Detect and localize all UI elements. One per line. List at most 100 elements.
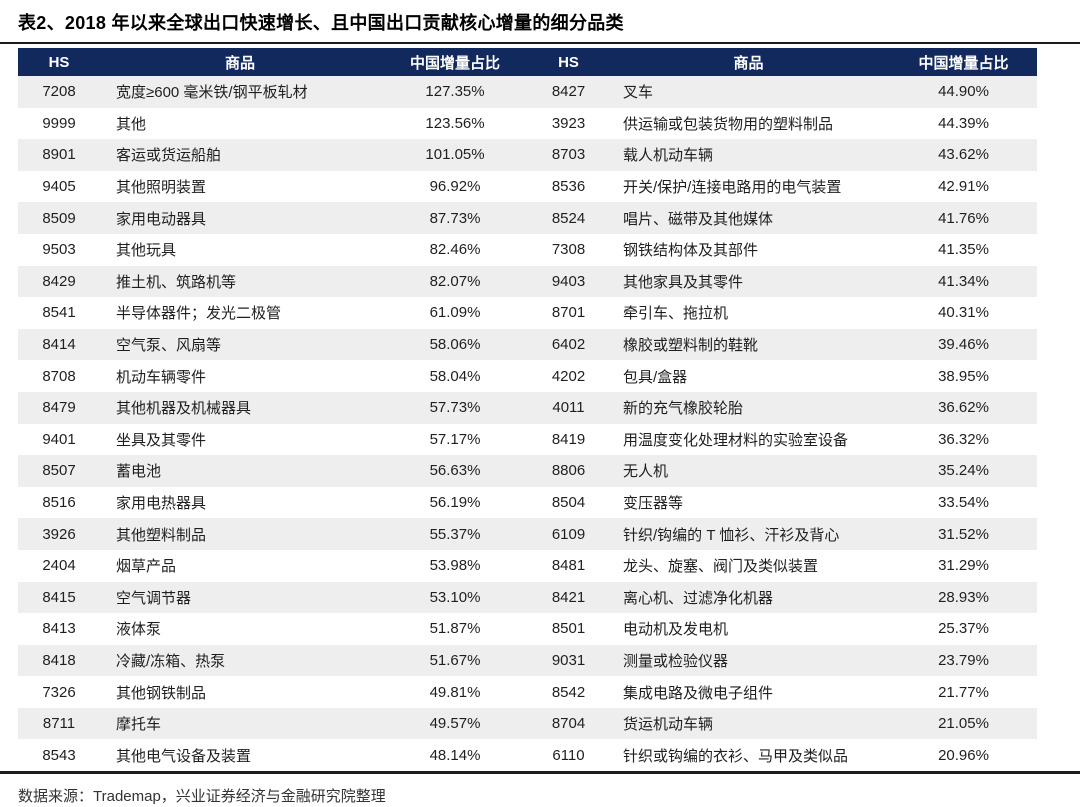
product-name-cell: 机动车辆零件 bbox=[116, 368, 207, 386]
hs-code-cell: 8421 bbox=[551, 588, 586, 606]
table-row: 8421 离心机、过滤净化机器 28.93% bbox=[530, 581, 1037, 614]
table-row: 8704 货运机动车辆 21.05% bbox=[530, 707, 1037, 740]
product-name-cell: 供运输或包装货物用的塑料制品 bbox=[623, 115, 834, 133]
china-share-cell: 57.73% bbox=[429, 399, 481, 417]
china-share-cell: 56.63% bbox=[429, 462, 481, 480]
product-name-cell: 包具/盒器 bbox=[623, 368, 688, 386]
china-share-cell: 20.96% bbox=[938, 746, 989, 764]
table-row: 8703 载人机动车辆 43.62% bbox=[530, 139, 1037, 171]
hs-code-cell: 9031 bbox=[551, 651, 586, 669]
china-share-cell: 56.19% bbox=[429, 494, 481, 512]
column-header-hs: HS bbox=[530, 48, 607, 76]
product-name-cell: 蓄电池 bbox=[116, 463, 162, 481]
table-row: 8901 客运或货运船舶 101.05% bbox=[18, 139, 530, 171]
product-name-cell: 针织/钩编的 T 恤衫、汗衫及背心 bbox=[623, 526, 840, 544]
table-row: 4011 新的充气橡胶轮胎 36.62% bbox=[530, 391, 1037, 424]
hs-code-cell: 8415 bbox=[42, 588, 76, 606]
product-name-cell: 推土机、筑路机等 bbox=[116, 273, 237, 291]
hs-code-cell: 7326 bbox=[42, 683, 76, 701]
china-share-cell: 57.17% bbox=[429, 430, 481, 448]
hs-code-cell: 2404 bbox=[42, 557, 76, 575]
china-share-cell: 101.05% bbox=[425, 146, 485, 164]
china-share-cell: 35.24% bbox=[938, 462, 989, 480]
china-share-cell: 58.06% bbox=[429, 336, 481, 354]
china-share-cell: 42.91% bbox=[938, 178, 989, 196]
table-row: 8414 空气泵、风扇等 58.06% bbox=[18, 328, 530, 361]
table-row: 8509 家用电动器具 87.73% bbox=[18, 202, 530, 234]
export-share-table: HS 商品 中国增量占比 7208 宽度≥600 毫米铁/钢平板轧材 127.3… bbox=[18, 48, 1037, 771]
china-share-cell: 123.56% bbox=[425, 114, 485, 132]
table-row: 8711 摩托车 49.57% bbox=[18, 707, 530, 740]
product-name-cell: 集成电路及微电子组件 bbox=[623, 684, 774, 702]
product-name-cell: 牵引车、拖拉机 bbox=[623, 305, 729, 323]
table-row: 8516 家用电热器具 56.19% bbox=[18, 487, 530, 519]
table-row: 2404 烟草产品 53.98% bbox=[18, 550, 530, 582]
column-header-product: 商品 bbox=[100, 48, 380, 76]
hs-code-cell: 8481 bbox=[551, 557, 586, 575]
table-row: 8701 牵引车、拖拉机 40.31% bbox=[530, 297, 1037, 329]
table-row: 9405 其他照明装置 96.92% bbox=[18, 171, 530, 203]
hs-code-cell: 9401 bbox=[42, 430, 76, 448]
product-name-cell: 测量或检验仪器 bbox=[623, 652, 729, 670]
product-name-cell: 载人机动车辆 bbox=[623, 147, 714, 165]
china-share-cell: 49.57% bbox=[429, 715, 481, 733]
product-name-cell: 半导体器件；发光二极管 bbox=[116, 305, 282, 323]
table-row: 9999 其他 123.56% bbox=[18, 108, 530, 140]
table-row: 3923 供运输或包装货物用的塑料制品 44.39% bbox=[530, 108, 1037, 140]
china-share-cell: 31.29% bbox=[938, 557, 989, 575]
china-share-cell: 49.81% bbox=[429, 683, 481, 701]
hs-code-cell: 8509 bbox=[42, 209, 76, 227]
hs-code-cell: 8504 bbox=[551, 494, 586, 512]
china-share-cell: 21.77% bbox=[938, 683, 989, 701]
hs-code-cell: 8419 bbox=[551, 430, 586, 448]
column-header-hs: HS bbox=[18, 48, 100, 76]
table-row: 8543 其他电气设备及装置 48.14% bbox=[18, 739, 530, 771]
hs-code-cell: 8703 bbox=[551, 146, 586, 164]
table-header-row-right: HS 商品 中国增量占比 bbox=[530, 48, 1037, 76]
table-row: 8501 电动机及发电机 25.37% bbox=[530, 613, 1037, 645]
hs-code-cell: 3926 bbox=[42, 525, 76, 543]
table-row: 8542 集成电路及微电子组件 21.77% bbox=[530, 676, 1037, 708]
table-row: 8479 其他机器及机械器具 57.73% bbox=[18, 391, 530, 424]
product-name-cell: 其他照明装置 bbox=[116, 179, 207, 197]
china-share-cell: 51.67% bbox=[429, 651, 481, 669]
table-row: 8419 用温度变化处理材料的实验室设备 36.32% bbox=[530, 424, 1037, 456]
hs-code-cell: 8507 bbox=[42, 462, 76, 480]
column-header-china-share: 中国增量占比 bbox=[380, 48, 530, 76]
product-name-cell: 其他家具及其零件 bbox=[623, 273, 744, 291]
table-row: 4202 包具/盒器 38.95% bbox=[530, 360, 1037, 392]
hs-code-cell: 8543 bbox=[42, 746, 76, 764]
product-name-cell: 叉车 bbox=[623, 84, 654, 102]
hs-code-cell: 8414 bbox=[42, 336, 76, 354]
table-row: 9403 其他家具及其零件 41.34% bbox=[530, 265, 1037, 298]
china-share-cell: 38.95% bbox=[938, 367, 989, 385]
china-share-cell: 28.93% bbox=[938, 588, 989, 606]
table-row: 8536 开关/保护/连接电路用的电气装置 42.91% bbox=[530, 171, 1037, 203]
table-row: 8481 龙头、旋塞、阀门及类似装置 31.29% bbox=[530, 550, 1037, 582]
hs-code-cell: 8501 bbox=[551, 620, 586, 638]
hs-code-cell: 8708 bbox=[42, 367, 76, 385]
table-row: 6402 橡胶或塑料制的鞋靴 39.46% bbox=[530, 328, 1037, 361]
hs-code-cell: 9999 bbox=[42, 114, 76, 132]
china-share-cell: 41.35% bbox=[938, 241, 989, 259]
table-row: 9401 坐具及其零件 57.17% bbox=[18, 424, 530, 456]
table-row: 8541 半导体器件；发光二极管 61.09% bbox=[18, 297, 530, 329]
china-share-cell: 53.98% bbox=[429, 557, 481, 575]
product-name-cell: 摩托车 bbox=[116, 716, 162, 734]
hs-code-cell: 7308 bbox=[551, 241, 586, 259]
china-share-cell: 25.37% bbox=[938, 620, 989, 638]
hs-code-cell: 4202 bbox=[551, 367, 586, 385]
column-header-china-share: 中国增量占比 bbox=[890, 48, 1037, 76]
product-name-cell: 其他塑料制品 bbox=[116, 526, 207, 544]
china-share-cell: 127.35% bbox=[425, 83, 485, 101]
hs-code-cell: 8806 bbox=[551, 462, 586, 480]
hs-code-cell: 6109 bbox=[551, 525, 586, 543]
hs-code-cell: 8516 bbox=[42, 494, 76, 512]
hs-code-cell: 8542 bbox=[551, 683, 586, 701]
product-name-cell: 液体泵 bbox=[116, 621, 162, 639]
product-name-cell: 开关/保护/连接电路用的电气装置 bbox=[623, 179, 842, 197]
china-share-cell: 41.76% bbox=[938, 209, 989, 227]
product-name-cell: 龙头、旋塞、阀门及类似装置 bbox=[623, 558, 819, 576]
product-name-cell: 新的充气橡胶轮胎 bbox=[623, 400, 744, 418]
